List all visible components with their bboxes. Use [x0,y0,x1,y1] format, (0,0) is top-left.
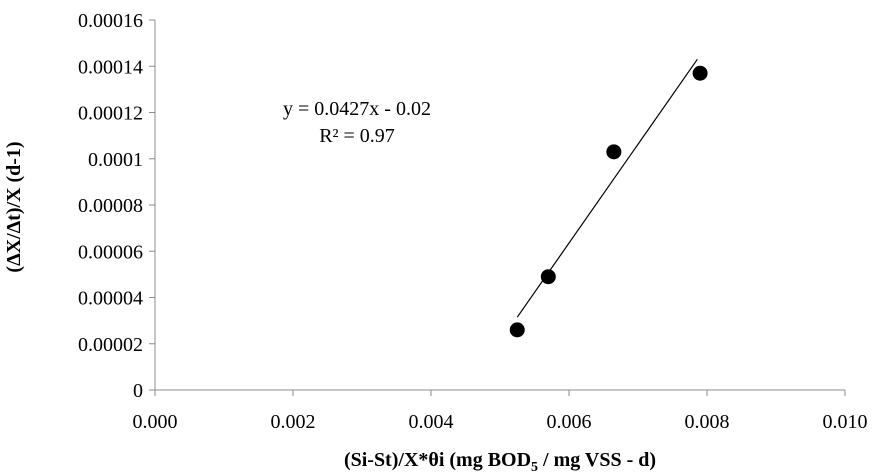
y-tick-label: 0.00002 [78,334,143,356]
x-axis-title-tail: / mg VSS - d) [538,449,656,471]
y-tick-label: 0 [133,380,143,402]
y-tick-label: 0.00012 [78,103,143,125]
x-axis-ticks: 0.000 0.002 0.004 0.006 0.008 0.010 [133,390,868,433]
data-point [540,269,556,285]
y-tick-label: 0.00008 [78,195,143,217]
x-tick-label: 0.010 [823,411,868,433]
trendline-equation: y = 0.0427x - 0.02 [283,98,431,120]
y-axis-title: (ΔX/Δt)/X (d-1) [3,141,25,272]
data-point [692,65,708,81]
x-tick-label: 0.004 [409,411,454,433]
y-tick-label: 0.00004 [78,288,143,310]
x-axis-title: (Si-St)/X*θi (mg BOD5 / mg VSS - d) [344,449,656,475]
y-tick-label: 0.00014 [78,56,143,78]
x-tick-label: 0.006 [547,411,592,433]
x-axis-title-main: (Si-St)/X*θi (mg BOD [344,449,531,471]
y-tick-label: 0.00016 [78,10,143,32]
y-axis-ticks: 0 0.00002 0.00004 0.00006 0.00008 0.0001 0.000… [78,10,155,402]
data-point [606,144,622,160]
x-tick-label: 0.000 [133,411,178,433]
r-squared-label: R² = 0.97 [319,125,395,147]
y-tick-label: 0.00006 [78,241,143,263]
data-point [509,322,525,338]
x-tick-label: 0.008 [685,411,730,433]
x-tick-label: 0.002 [271,411,316,433]
plot-area [509,58,708,338]
y-tick-label: 0.0001 [88,149,143,171]
x-axis-title-subscript: 5 [531,460,538,475]
